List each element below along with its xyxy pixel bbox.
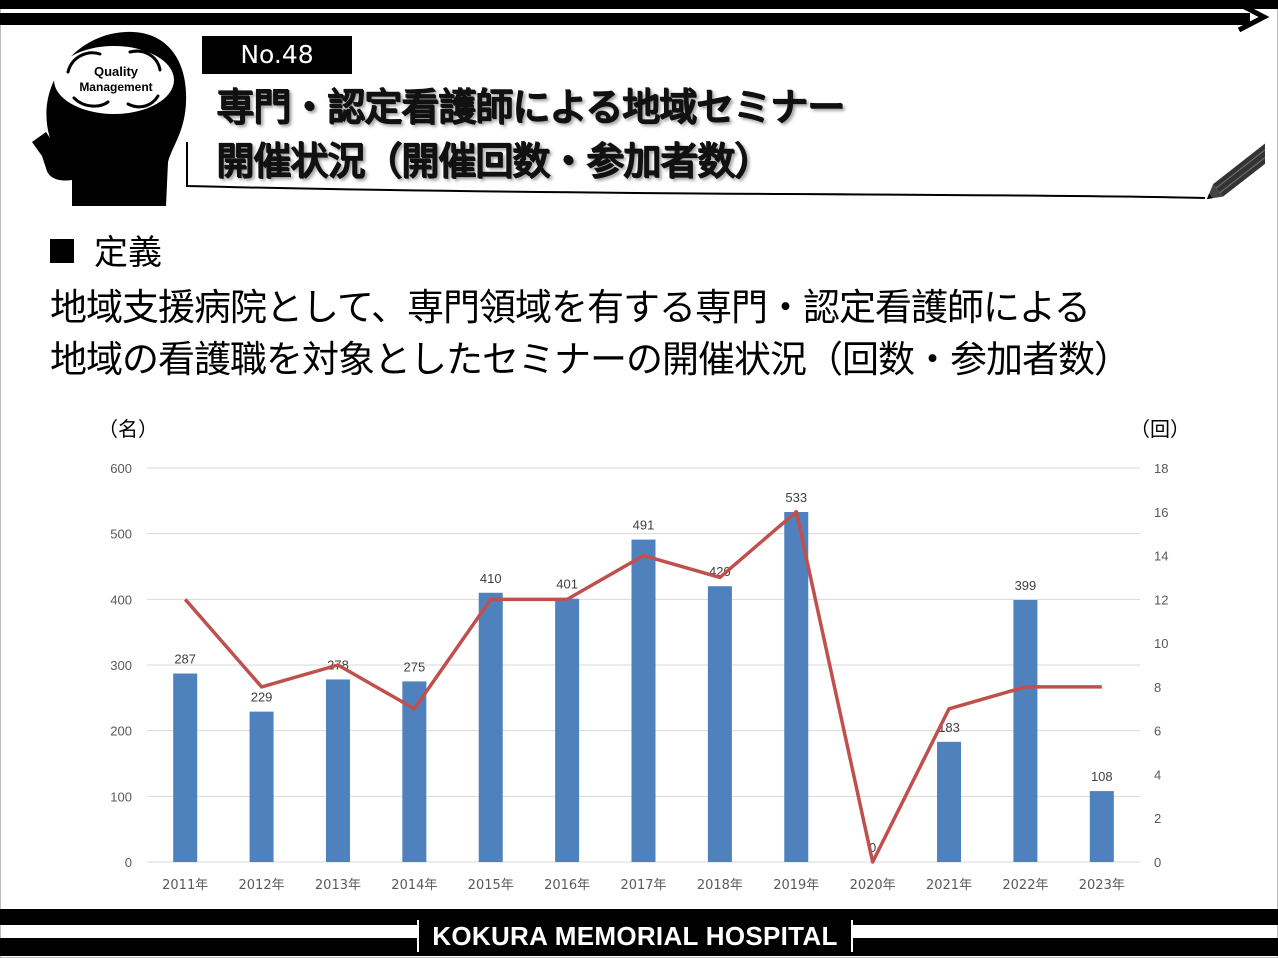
definition-text: 地域支援病院として、専門領域を有する専門・認定看護師による 地域の看護職を対象と… [50, 282, 1265, 386]
y2-axis-unit-label: （回） [1130, 417, 1190, 441]
line-series-path [183, 510, 1102, 864]
bar [784, 511, 809, 862]
y-tick-label: 100 [110, 789, 132, 804]
bar [937, 741, 962, 862]
y-tick-label: 500 [110, 527, 132, 542]
title-underline-decoration [186, 142, 1265, 199]
x-tick-label: 2020年 [850, 878, 896, 893]
seminar-chart: 0 100 200 300 400 500 600 0 2 4 6 8 10 12 14 16 18 （名） （回）… [98, 417, 1190, 928]
x-tick-label: 2015年 [468, 878, 514, 893]
x-tick-label: 2017年 [620, 878, 666, 893]
y2-tick-label: 18 [1154, 461, 1168, 476]
pencil-icon [1207, 143, 1265, 199]
y-tick-label: 600 [110, 461, 132, 476]
page-title-line-2: 開催状況（開催回数・参加者数） [216, 139, 772, 183]
bar-data-label: 401 [556, 577, 578, 592]
bottom-rule-upper [0, 909, 1278, 925]
y2-tick-label: 8 [1154, 680, 1161, 695]
x-tick-label: 2021年 [926, 878, 972, 893]
bar-data-label: 491 [633, 518, 655, 533]
y2-tick-label: 2 [1154, 811, 1161, 826]
square-bullet-icon [50, 239, 74, 263]
x-tick-label: 2014年 [391, 878, 437, 893]
logo-text-management: Management [79, 80, 152, 94]
bar [1013, 599, 1038, 862]
bar [173, 673, 198, 862]
head-silhouette-icon: Quality Management [32, 31, 187, 207]
quality-management-logo: Quality Management [28, 28, 188, 212]
y-axis-unit-label: （名） [98, 417, 158, 441]
bar-data-label: 0 [869, 840, 876, 855]
bar-data-label: 108 [1091, 769, 1113, 784]
y-tick-label: 0 [125, 855, 132, 870]
y2-tick-label: 0 [1154, 855, 1161, 870]
bar [325, 679, 350, 862]
y2-tick-label: 4 [1154, 767, 1161, 782]
definition-heading-label: 定義 [94, 233, 162, 273]
definition-line-2: 地域の看護職を対象としたセミナーの開催状況（回数・参加者数） [50, 338, 1131, 381]
bar [1089, 791, 1114, 862]
logo-text-quality: Quality [94, 64, 139, 79]
bar-data-label: 410 [480, 571, 502, 586]
x-tick-label: 2023年 [1079, 878, 1125, 893]
x-tick-label: 2011年 [162, 878, 208, 893]
bar [478, 592, 503, 862]
bar [707, 586, 732, 862]
y2-tick-label: 6 [1154, 724, 1161, 739]
page-title: 専門・認定看護師による地域セミナー 開催状況（開催回数・参加者数） [216, 80, 1116, 188]
bar [402, 681, 427, 862]
bar-data-label: 229 [251, 690, 273, 705]
x-tick-label: 2022年 [1002, 878, 1048, 893]
bar-data-label: 287 [174, 652, 196, 667]
definition-line-1: 地域支援病院として、専門領域を有する専門・認定看護師による [50, 286, 1091, 329]
arrow-right-icon [1237, 2, 1270, 32]
top-rule-thick [0, 0, 1278, 9]
x-tick-label: 2012年 [239, 878, 285, 893]
top-rule-arrow-shaft [0, 13, 1250, 25]
bar [555, 598, 580, 862]
bar [631, 539, 656, 862]
x-tick-label: 2013年 [315, 878, 361, 893]
page-title-line-1: 専門・認定看護師による地域セミナー [216, 85, 845, 129]
y2-tick-label: 10 [1154, 636, 1168, 651]
x-tick-label: 2016年 [544, 878, 590, 893]
y2-tick-label: 14 [1154, 549, 1168, 564]
bar-data-label: 399 [1015, 578, 1037, 593]
y2-tick-label: 12 [1154, 592, 1168, 607]
y-tick-label: 200 [110, 724, 132, 739]
bar-data-label: 533 [785, 490, 807, 505]
x-tick-label: 2018年 [697, 878, 743, 893]
bar-data-label: 275 [403, 659, 425, 674]
y-tick-label: 400 [110, 592, 132, 607]
number-badge: No.48 [202, 36, 352, 74]
bar [249, 711, 274, 862]
hospital-name: KOKURA MEMORIAL HOSPITAL [417, 920, 853, 952]
y-tick-label: 300 [110, 658, 132, 673]
y2-tick-label: 16 [1154, 505, 1168, 520]
definition-heading: 定義 [50, 228, 162, 278]
x-tick-label: 2019年 [773, 878, 819, 893]
